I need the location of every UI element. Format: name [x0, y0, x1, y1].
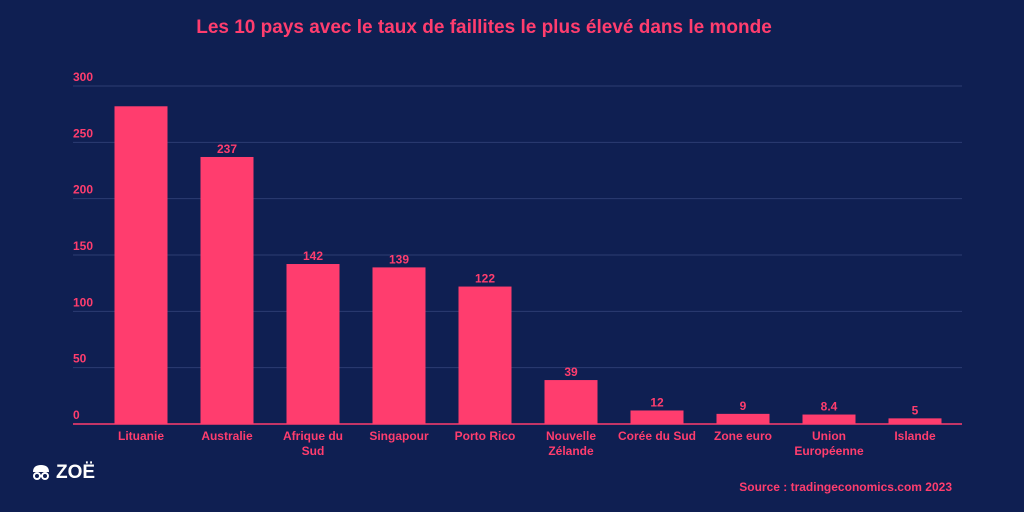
bar — [630, 410, 684, 424]
x-tick-label: Lituanie — [118, 429, 164, 443]
x-tick-label: Porto Rico — [455, 429, 516, 443]
data-label: 8.4 — [821, 400, 838, 414]
bar — [286, 264, 340, 424]
x-tick-label: Union — [812, 429, 846, 443]
x-tick-label: Zone euro — [714, 429, 772, 443]
x-tick-label: Européenne — [794, 444, 864, 458]
data-label: 5 — [912, 403, 919, 417]
logo-text: ZOË — [56, 462, 96, 483]
brand-logo: ZOË — [30, 462, 95, 484]
data-labels: 237 142 139 122 39 12 9 8.4 5 — [217, 142, 919, 417]
bar — [372, 267, 426, 424]
bar — [200, 156, 254, 425]
bars — [114, 106, 942, 425]
x-tick-label: Australie — [201, 429, 253, 443]
x-tick-label: Nouvelle — [546, 429, 596, 443]
data-label: 122 — [475, 272, 495, 286]
chart-title: Les 10 pays avec le taux de faillites le… — [196, 17, 772, 38]
data-label: 39 — [564, 365, 578, 379]
face-icon — [30, 463, 52, 483]
data-label: 12 — [650, 395, 664, 409]
bar — [888, 418, 942, 424]
data-label: 237 — [217, 142, 237, 156]
y-tick-label: 0 — [73, 408, 80, 422]
x-tick-label: Afrique du — [283, 429, 343, 443]
data-label: 142 — [303, 249, 323, 263]
source-text: Source : tradingeconomics.com 2023 — [739, 480, 952, 494]
y-tick-label: 200 — [73, 183, 93, 197]
x-tick-label: Sud — [302, 444, 325, 458]
x-tick-label: Zélande — [548, 444, 594, 458]
y-tick-label: 50 — [73, 352, 87, 366]
data-label: 139 — [389, 252, 409, 266]
bar — [114, 106, 168, 424]
x-tick-label: Islande — [894, 429, 936, 443]
bar — [802, 414, 856, 424]
data-label: 9 — [740, 399, 747, 413]
x-tick-label: Corée du Sud — [618, 429, 696, 443]
y-axis-ticks: 0 50 100 150 200 250 300 — [73, 70, 93, 422]
bar — [544, 380, 598, 424]
y-tick-label: 250 — [73, 126, 93, 140]
bar — [458, 286, 512, 424]
y-tick-label: 300 — [73, 70, 93, 84]
bar — [716, 413, 770, 424]
y-tick-label: 150 — [73, 239, 93, 253]
x-tick-label: Singapour — [369, 429, 429, 443]
y-tick-label: 100 — [73, 295, 93, 309]
